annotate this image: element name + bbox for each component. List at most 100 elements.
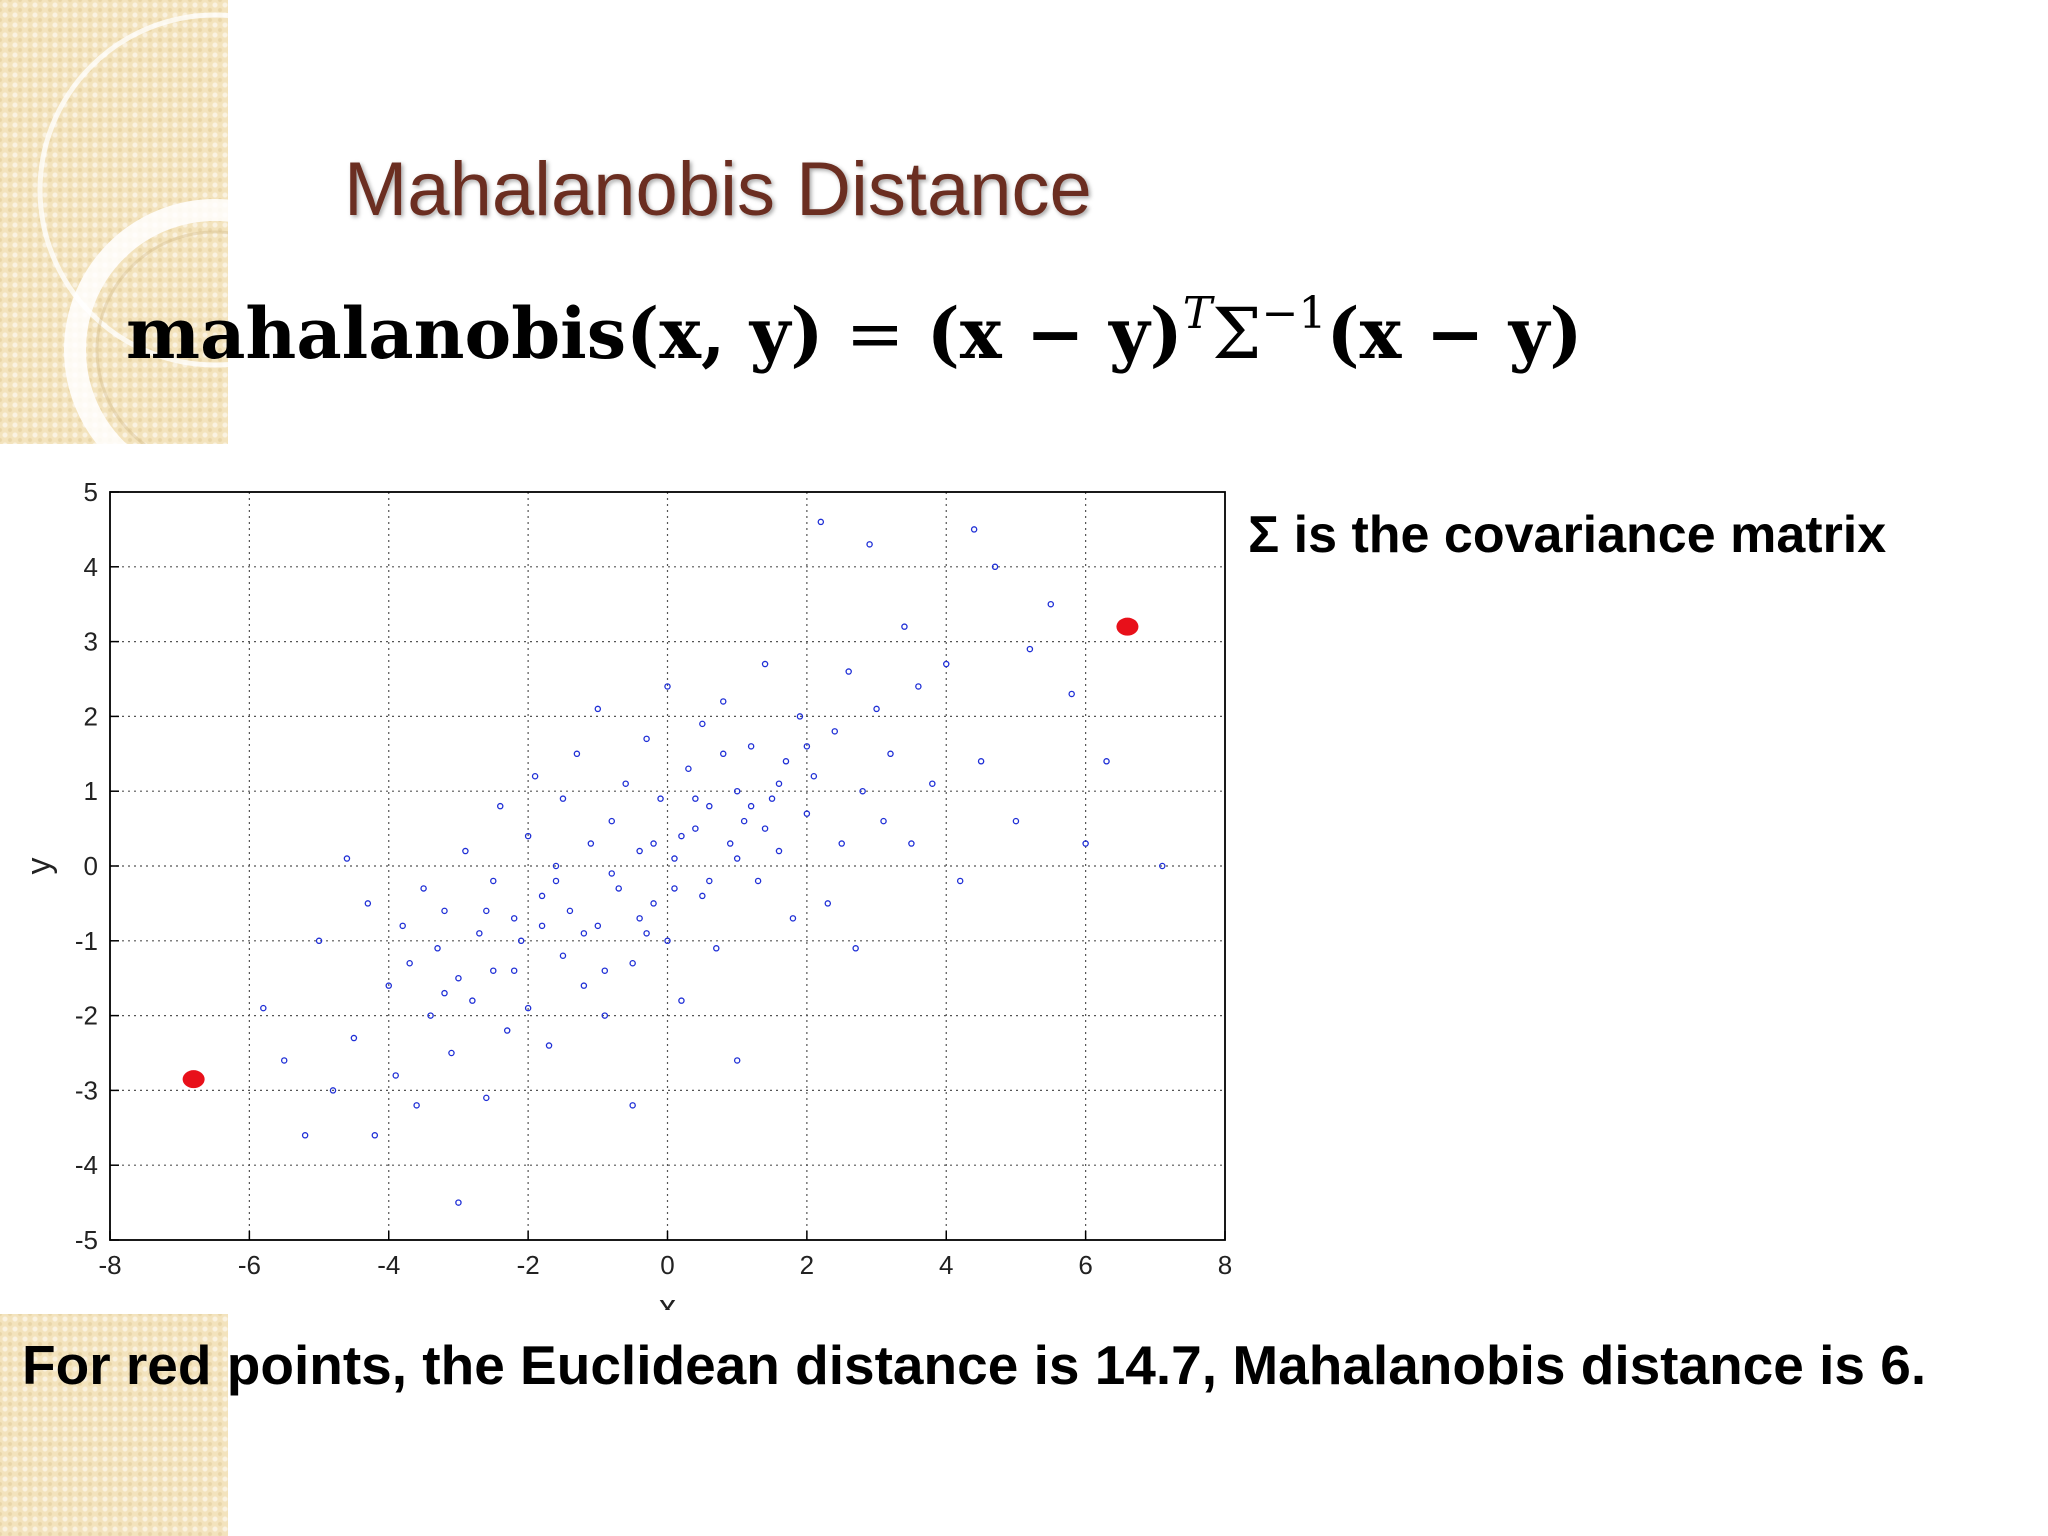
blue-data-point xyxy=(803,743,811,750)
formula-difference: (x − y) xyxy=(926,292,1183,375)
blue-data-point xyxy=(510,967,518,974)
blue-data-point xyxy=(343,855,351,862)
blue-data-point xyxy=(768,795,776,802)
red-point-series xyxy=(182,617,1139,1089)
blue-data-point xyxy=(483,907,490,915)
blue-data-point xyxy=(580,930,588,937)
blue-data-point xyxy=(629,1102,636,1109)
blue-data-point xyxy=(873,705,880,713)
x-tick-label: 4 xyxy=(939,1250,953,1280)
blue-data-point xyxy=(427,1012,434,1019)
blue-data-point xyxy=(608,817,616,825)
blue-data-point xyxy=(413,1102,420,1109)
blue-data-point xyxy=(915,683,922,690)
blue-data-point xyxy=(726,840,734,847)
blue-data-point xyxy=(587,840,595,847)
y-axis-label: y xyxy=(20,858,58,875)
y-tick-label: -1 xyxy=(75,926,98,956)
blue-data-point xyxy=(754,877,762,885)
blue-data-point xyxy=(608,870,616,877)
y-tick-label: 0 xyxy=(84,851,98,881)
y-tick-label: 4 xyxy=(84,552,98,582)
blue-data-point xyxy=(517,937,525,945)
blue-data-point xyxy=(678,997,685,1004)
x-axis-label: x xyxy=(659,1288,676,1310)
blue-data-point xyxy=(566,907,574,915)
blue-data-point xyxy=(643,735,650,743)
y-tick-label: 3 xyxy=(84,627,98,657)
x-tick-label: -8 xyxy=(98,1250,121,1280)
y-tick-label: -2 xyxy=(75,1001,98,1031)
formula-function-name: mahalanobis xyxy=(126,292,627,375)
blue-data-point xyxy=(434,945,441,952)
blue-data-point xyxy=(956,877,964,885)
blue-data-point xyxy=(538,922,546,930)
blue-data-point xyxy=(552,877,560,885)
blue-data-point xyxy=(580,982,588,989)
blue-data-point xyxy=(399,922,406,930)
blue-data-point xyxy=(490,967,497,974)
blue-data-point xyxy=(1068,690,1075,698)
blue-data-point xyxy=(1012,817,1020,825)
blue-data-point xyxy=(692,795,699,802)
blue-data-point xyxy=(552,862,560,870)
formula-arguments: (x, y) xyxy=(626,292,824,375)
covariance-note: Σ is the covariance matrix xyxy=(1248,506,1887,564)
red-highlight-point xyxy=(1116,617,1139,636)
blue-data-point xyxy=(970,526,978,533)
formula-inverse: −1 xyxy=(1261,287,1327,339)
mahalanobis-formula: mahalanobis(x, y) = (x − y)TΣ−1(x − y) xyxy=(126,288,1583,375)
blue-data-point xyxy=(789,915,797,922)
red-highlight-point xyxy=(182,1070,205,1089)
formula-difference-second: (x − y) xyxy=(1326,292,1583,375)
blue-data-point xyxy=(706,802,713,810)
x-tick-label: 6 xyxy=(1078,1250,1092,1280)
blue-data-point xyxy=(601,967,609,974)
blue-data-point xyxy=(761,660,769,668)
y-tick-label: -5 xyxy=(75,1225,98,1255)
blue-data-point xyxy=(699,892,706,900)
blue-data-point xyxy=(775,780,783,787)
x-tick-label: 0 xyxy=(660,1250,674,1280)
blue-data-point xyxy=(817,518,825,526)
y-tick-label: -3 xyxy=(75,1075,98,1105)
blue-data-point xyxy=(720,698,727,705)
blue-data-point xyxy=(866,541,873,548)
y-tick-label: -4 xyxy=(75,1150,98,1180)
blue-data-point xyxy=(733,787,741,795)
blue-data-point xyxy=(775,847,783,855)
blue-data-point xyxy=(650,840,657,847)
blue-data-point xyxy=(1026,645,1034,653)
blue-data-point xyxy=(908,840,915,847)
blue-data-point xyxy=(678,832,685,840)
blue-data-point xyxy=(671,855,678,862)
blue-point-series xyxy=(260,518,1166,1206)
blue-data-point xyxy=(385,982,392,989)
blue-data-point xyxy=(803,810,811,817)
blue-data-point xyxy=(740,817,748,825)
blue-data-point xyxy=(524,832,532,840)
decorative-corner-bottom xyxy=(0,1314,228,1536)
blue-data-point xyxy=(810,772,818,780)
decorative-arcs xyxy=(37,12,393,501)
blue-data-point xyxy=(796,713,804,720)
blue-data-point xyxy=(301,1132,309,1139)
blue-data-point xyxy=(559,795,567,802)
blue-data-point xyxy=(594,705,602,713)
blue-data-point xyxy=(761,825,769,832)
blue-data-point xyxy=(838,840,845,847)
blue-data-point xyxy=(510,915,518,922)
blue-data-point xyxy=(720,750,727,758)
blue-data-point xyxy=(671,885,678,892)
blue-data-point xyxy=(441,989,448,997)
blue-data-point xyxy=(371,1132,379,1139)
blue-data-point xyxy=(831,728,839,735)
x-tick-label: 2 xyxy=(800,1250,814,1280)
blue-data-point xyxy=(747,743,755,750)
blue-data-point xyxy=(1159,862,1166,870)
blue-data-point xyxy=(406,959,413,967)
blue-data-point xyxy=(260,1004,267,1012)
formula-transpose: T xyxy=(1182,287,1213,339)
blue-data-point xyxy=(901,623,908,630)
distance-caption: For red points, the Euclidean distance i… xyxy=(22,1334,1927,1396)
